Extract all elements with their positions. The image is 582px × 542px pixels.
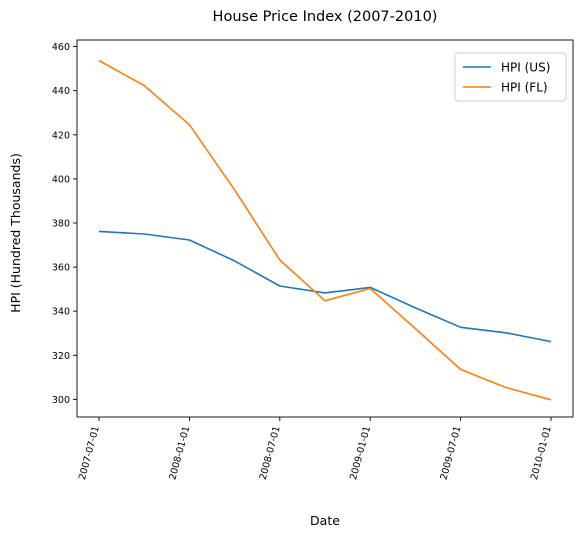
y-tick-label: 340 <box>52 307 70 318</box>
x-tick-label: 2009-01-01 <box>348 425 373 481</box>
series-line-hpi-us <box>99 231 551 341</box>
x-axis-label: Date <box>310 513 340 528</box>
x-tick-label: 2008-07-01 <box>258 425 283 481</box>
y-tick-label: 380 <box>52 218 70 229</box>
x-tick-label: 2009-07-01 <box>439 425 464 481</box>
chart-title: House Price Index (2007-2010) <box>213 9 438 25</box>
legend-label: HPI (FL) <box>501 81 548 95</box>
y-tick-label: 320 <box>52 351 70 362</box>
y-tick-label: 440 <box>52 86 70 97</box>
y-tick-label: 460 <box>52 42 70 53</box>
legend-label: HPI (US) <box>501 61 550 75</box>
y-tick-label: 420 <box>52 130 70 141</box>
y-tick-label: 400 <box>52 174 70 185</box>
y-tick-label: 300 <box>52 395 70 406</box>
x-tick-label: 2008-01-01 <box>167 425 192 481</box>
y-tick-label: 360 <box>52 263 70 274</box>
legend: HPI (US) HPI (FL) <box>455 53 566 101</box>
axis-ticks: 300 320 340 360 380 400 420 440 460 2007-07-01 200… <box>52 42 554 481</box>
y-axis-label: HPI (Hundred Thousands) <box>8 153 23 313</box>
x-tick-label: 2007-07-01 <box>77 425 102 481</box>
series-lines <box>99 61 551 400</box>
x-tick-label: 2010-01-01 <box>529 425 554 481</box>
series-line-hpi-fl <box>99 61 551 400</box>
